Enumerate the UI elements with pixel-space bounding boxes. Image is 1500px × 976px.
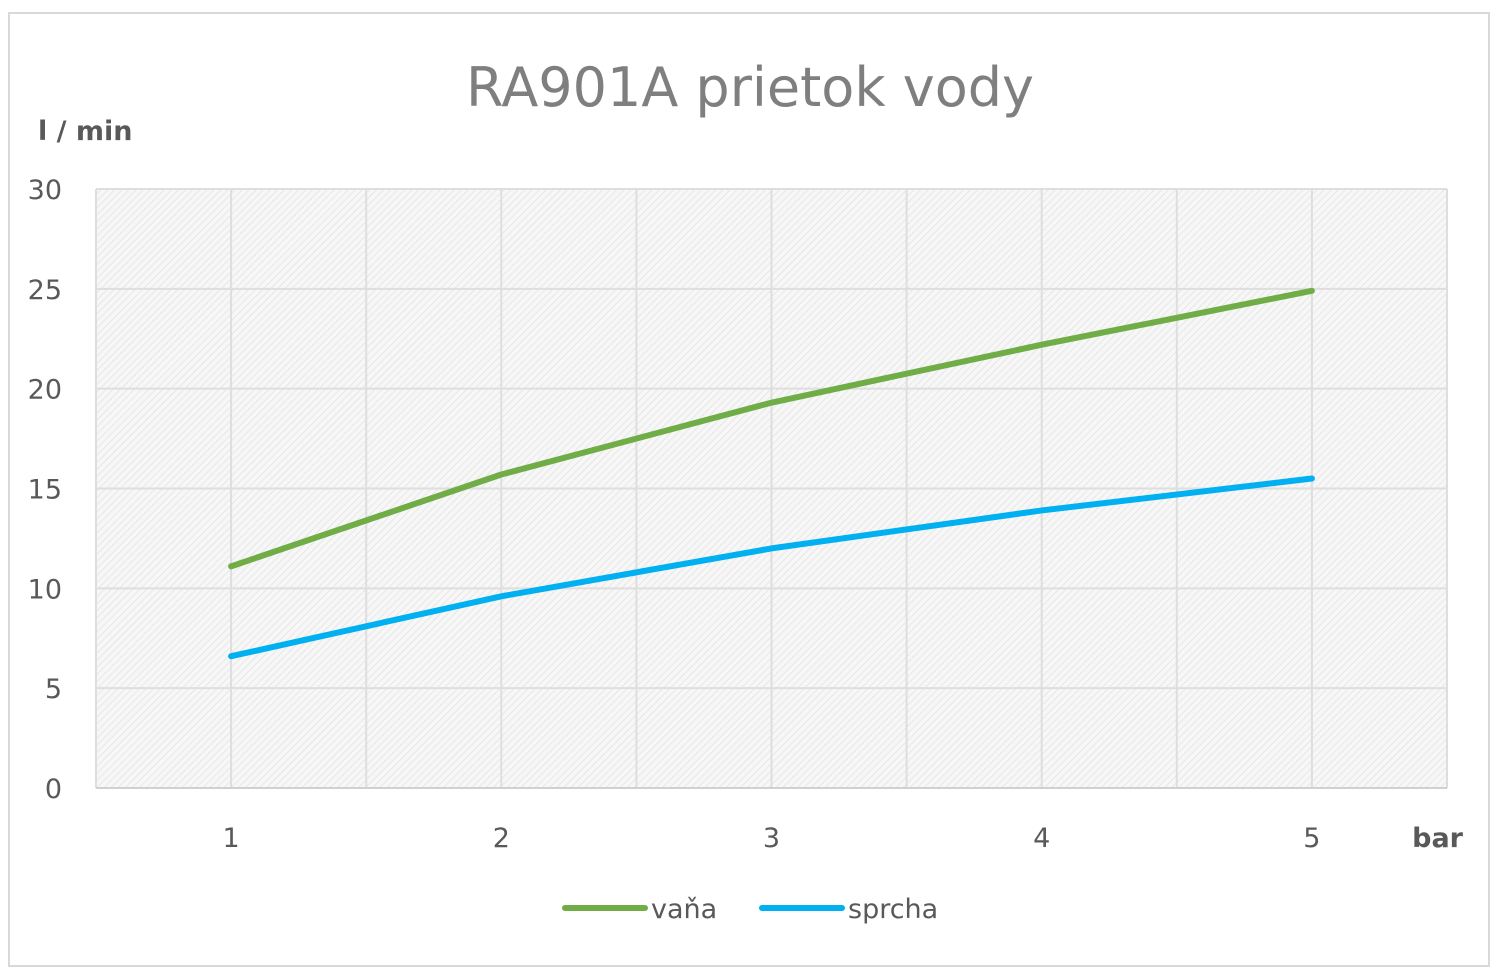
y-tick-label: 15 — [28, 475, 62, 506]
y-axis-label: l / min — [38, 116, 133, 147]
x-tick-label: 4 — [1033, 823, 1050, 854]
x-axis-label: bar — [1412, 823, 1464, 854]
y-tick-label: 5 — [45, 674, 62, 705]
axes: 0 5 10 15 20 25 30 1 2 3 4 5 — [28, 175, 1447, 854]
legend-label: sprcha — [848, 894, 938, 925]
y-tick-label: 20 — [28, 375, 62, 406]
x-tick-label: 2 — [493, 823, 510, 854]
y-tick-label: 0 — [45, 774, 62, 805]
y-tick-label: 10 — [28, 574, 62, 605]
legend: vaňa sprcha — [562, 894, 938, 925]
x-tick-label: 1 — [223, 823, 240, 854]
x-tick-label: 5 — [1303, 823, 1320, 854]
series-lines — [228, 287, 1315, 660]
series-line-2 — [228, 475, 1315, 660]
series-line-1 — [228, 287, 1315, 570]
y-tick-label: 25 — [28, 275, 62, 306]
chart-title: RA901A prietok vody — [466, 56, 1034, 119]
legend-label: vaňa — [651, 894, 717, 925]
y-tick-label: 30 — [28, 175, 62, 206]
x-tick-label: 3 — [763, 823, 780, 854]
